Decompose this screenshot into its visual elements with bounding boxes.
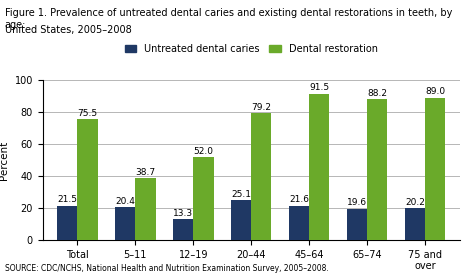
Bar — [77, 119, 98, 240]
Text: 21.5: 21.5 — [57, 195, 77, 205]
Text: 89.0: 89.0 — [425, 87, 445, 96]
Bar — [289, 206, 309, 240]
Bar — [231, 200, 251, 240]
Text: 20.4: 20.4 — [115, 197, 135, 206]
Text: United States, 2005–2008: United States, 2005–2008 — [5, 25, 131, 35]
Y-axis label: Percent: Percent — [0, 140, 9, 180]
Text: 38.7: 38.7 — [136, 168, 155, 177]
Text: 21.6: 21.6 — [289, 195, 309, 204]
Text: 19.6: 19.6 — [347, 198, 367, 208]
Bar — [367, 99, 387, 240]
Bar — [57, 206, 77, 240]
Legend: Untreated dental caries, Dental restoration: Untreated dental caries, Dental restorat… — [121, 40, 382, 58]
Bar — [425, 98, 445, 240]
Text: SOURCE: CDC/NCHS, National Health and Nutrition Examination Survey, 2005–2008.: SOURCE: CDC/NCHS, National Health and Nu… — [5, 264, 328, 273]
Bar — [251, 113, 272, 240]
Text: Figure 1. Prevalence of untreated dental caries and existing dental restorations: Figure 1. Prevalence of untreated dental… — [5, 8, 452, 30]
Text: 91.5: 91.5 — [309, 83, 329, 92]
Bar — [309, 94, 329, 240]
Bar — [193, 157, 214, 240]
Bar — [115, 208, 136, 240]
Text: 13.3: 13.3 — [173, 209, 193, 217]
Text: 75.5: 75.5 — [77, 109, 98, 118]
Text: 25.1: 25.1 — [231, 190, 251, 199]
Text: 88.2: 88.2 — [367, 89, 387, 98]
Text: 79.2: 79.2 — [251, 103, 271, 112]
Text: 20.2: 20.2 — [405, 198, 425, 206]
Bar — [347, 209, 367, 240]
Bar — [136, 178, 155, 240]
Text: 52.0: 52.0 — [193, 147, 213, 156]
Bar — [405, 208, 425, 240]
Bar — [173, 219, 193, 240]
